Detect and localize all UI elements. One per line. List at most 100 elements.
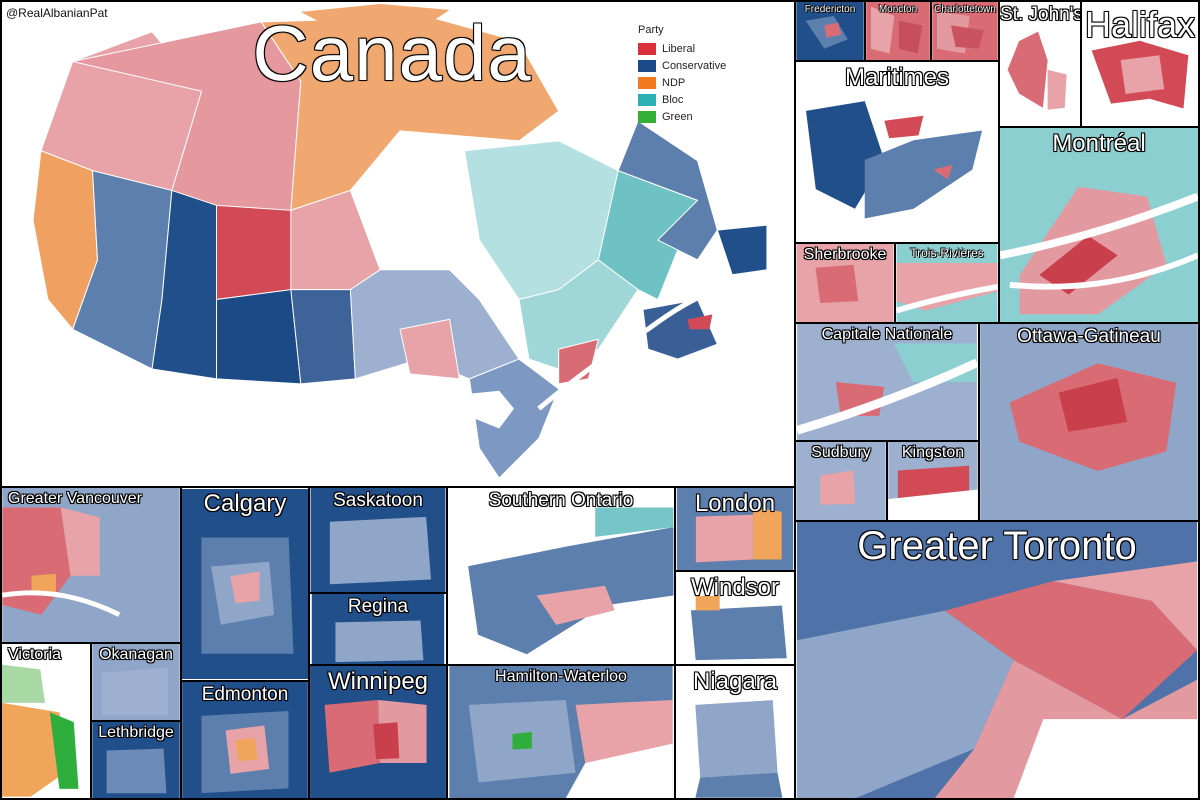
- panel-fredericton: Fredericton: [794, 0, 866, 62]
- region-quebec-south: [518, 259, 639, 370]
- charlottetown-map: [932, 2, 998, 60]
- st-johns-map: [1000, 3, 1080, 125]
- region-nunavut: [260, 16, 560, 211]
- greater-toronto-map: [796, 522, 1198, 798]
- panel-montreal: Montréal: [998, 126, 1200, 324]
- legend-label: Liberal: [662, 42, 696, 55]
- panel-winnipeg: Winnipeg: [308, 664, 448, 800]
- panel-trois-rivieres: Trois-Rivières: [894, 242, 1000, 324]
- regina-map: [311, 594, 445, 664]
- london-map: [676, 488, 794, 570]
- region-pei: [687, 314, 713, 330]
- panel-title: Sherbrooke: [803, 245, 887, 263]
- maritimes-map: [796, 62, 998, 242]
- legend-item-liberal: Liberal: [638, 40, 726, 57]
- lethbridge-map: [92, 722, 180, 798]
- calgary-map: [182, 489, 308, 679]
- panel-title: Fredericton: [804, 4, 856, 16]
- panel-saskatoon: Saskatoon: [308, 486, 448, 594]
- panel-title: Montréal: [1052, 129, 1147, 157]
- windsor-map: [676, 572, 794, 664]
- okanagan-map: [92, 644, 180, 720]
- panel-title: Niagara: [692, 667, 778, 695]
- legend-item-bloc: Bloc: [638, 91, 726, 108]
- credit-handle: @RealAlbanianPat: [6, 6, 108, 20]
- greater-vancouver-map: [2, 488, 180, 642]
- page-title: Canada: [252, 8, 532, 97]
- panel-title: Okanagan: [98, 645, 173, 663]
- panel-regina: Regina: [308, 592, 448, 666]
- legend-item-conservative: Conservative: [638, 57, 726, 74]
- region-arctic-islands: [300, 3, 450, 30]
- niagara-map: [676, 666, 794, 798]
- fredericton-map: [796, 2, 864, 60]
- montreal-map: [1000, 128, 1198, 322]
- legend-label: Bloc: [662, 93, 684, 106]
- victoria-map: [2, 645, 90, 797]
- panel-title: Edmonton: [201, 683, 289, 705]
- trois-rivieres-map: [896, 244, 998, 322]
- region-ontario-liberal: [399, 318, 461, 380]
- panel-title: Trois-Rivières: [910, 246, 984, 261]
- panel-canada: @RealAlbanianPat Canada Party Liberal Co…: [0, 0, 796, 488]
- panel-calgary: Calgary: [180, 486, 310, 682]
- edmonton-map: [182, 682, 308, 798]
- panel-title: Ottawa-Gatineau: [1017, 325, 1162, 347]
- panel-capitale-nationale: Capitale Nationale: [794, 322, 980, 442]
- water-hudson-bay: [350, 130, 480, 270]
- legend-item-green: Green: [638, 108, 726, 125]
- legend: Party Liberal Conservative NDP Bloc Gree…: [638, 24, 726, 125]
- ottawa-gatineau-map: [980, 324, 1198, 520]
- panel-sherbrooke: Sherbrooke: [794, 242, 896, 324]
- panel-edmonton: Edmonton: [180, 680, 310, 800]
- legend-swatch-ndp: [638, 76, 656, 89]
- panel-niagara: Niagara: [674, 664, 796, 800]
- panel-title: Charlottetown: [934, 4, 996, 16]
- panel-title: Windsor: [690, 573, 780, 601]
- panel-london: London: [674, 486, 796, 572]
- panel-title: Victoria: [7, 645, 62, 663]
- legend-label: Green: [662, 110, 693, 123]
- legend-item-ndp: NDP: [638, 74, 726, 91]
- panel-halifax: Halifax: [1080, 0, 1200, 128]
- legend-swatch-green: [638, 110, 656, 123]
- region-ontario-south: [468, 358, 560, 479]
- region-sask-south: [216, 289, 302, 385]
- panel-title: Regina: [347, 595, 409, 617]
- panel-title: Maritimes: [844, 63, 949, 91]
- panel-st-johns: St. John's: [998, 0, 1082, 128]
- moncton-map: [866, 2, 930, 60]
- halifax-map: [1082, 2, 1198, 126]
- region-sask-north: [216, 204, 292, 301]
- panel-title: St. John's: [1000, 3, 1082, 25]
- region-montreal-liberal: [558, 338, 600, 385]
- hamilton-waterloo-map: [449, 666, 673, 798]
- panel-title: Hamilton-Waterloo: [494, 667, 627, 685]
- sudbury-map: [796, 442, 886, 520]
- canada-map: [3, 2, 793, 486]
- panel-ottawa-gatineau: Ottawa-Gatineau: [978, 322, 1200, 522]
- panel-title: Winnipeg: [327, 667, 429, 695]
- panel-victoria: Victoria: [0, 642, 92, 800]
- legend-swatch-bloc: [638, 93, 656, 106]
- panel-charlottetown: Charlottetown: [930, 0, 1000, 62]
- legend-swatch-liberal: [638, 42, 656, 55]
- panel-title: Greater Toronto: [857, 523, 1138, 568]
- panel-southern-ontario: Southern Ontario: [446, 486, 676, 666]
- region-manitoba-south: [290, 289, 356, 385]
- panel-title: Saskatoon: [332, 489, 423, 511]
- panel-title: Greater Vancouver: [7, 489, 142, 507]
- panel-title: Kingston: [901, 443, 965, 461]
- panel-sudbury: Sudbury: [794, 440, 888, 522]
- panel-title: Southern Ontario: [488, 489, 634, 511]
- legend-swatch-conservative: [638, 59, 656, 72]
- water-great-lakes: [469, 390, 515, 429]
- panel-maritimes: Maritimes: [794, 60, 1000, 244]
- panel-title: Moncton: [878, 4, 918, 16]
- panel-title: London: [694, 489, 776, 517]
- region-newfoundland: [716, 224, 768, 276]
- panel-windsor: Windsor: [674, 570, 796, 666]
- panel-title: Calgary: [203, 489, 287, 517]
- kingston-map: [888, 442, 978, 520]
